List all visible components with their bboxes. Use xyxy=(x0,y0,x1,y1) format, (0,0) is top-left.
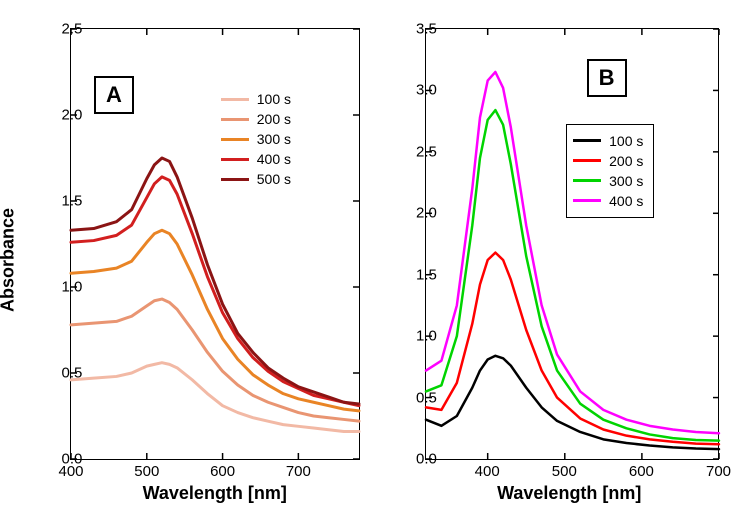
panel-a: Absorbance A 100 s 200 s 300 s 400 s 500 s 4… xyxy=(0,10,370,510)
xtick-label: 500 xyxy=(552,463,577,480)
legend-item: 400 s xyxy=(221,149,291,169)
panel-a-legend: 100 s 200 s 300 s 400 s 500 s xyxy=(221,89,291,189)
legend-swatch xyxy=(221,138,249,141)
ytick-label: 3.0 xyxy=(416,82,418,99)
legend-swatch xyxy=(221,178,249,181)
ytick-label: 0.0 xyxy=(416,451,418,468)
figure: Absorbance A 100 s 200 s 300 s 400 s 500 s 4… xyxy=(0,0,739,510)
xtick-label: 600 xyxy=(210,463,235,480)
series-curve xyxy=(426,356,719,449)
legend-swatch xyxy=(221,98,249,101)
legend-swatch xyxy=(573,159,601,162)
legend-item: 200 s xyxy=(221,109,291,129)
panel-a-xlabel: Wavelength [nm] xyxy=(143,483,287,504)
panel-b: B 100 s 200 s 300 s 400 s 400 500 600 700 0.0 0.… xyxy=(370,10,739,510)
legend-label: 300 s xyxy=(609,173,643,189)
ytick-label: 2.0 xyxy=(416,205,418,222)
ytick-label: 1.5 xyxy=(416,266,418,283)
panel-a-ylabel: Absorbance xyxy=(0,208,19,312)
legend-label: 200 s xyxy=(257,111,291,127)
ytick-label: 0.0 xyxy=(62,451,64,468)
legend-swatch xyxy=(221,158,249,161)
legend-item: 100 s xyxy=(573,131,643,151)
series-curve xyxy=(71,158,359,404)
ytick-label: 2.0 xyxy=(62,107,64,124)
xtick-label: 700 xyxy=(706,463,731,480)
legend-label: 500 s xyxy=(257,171,291,187)
ytick-label: 1.0 xyxy=(416,328,418,345)
ytick-label: 0.5 xyxy=(62,365,64,382)
xtick-label: 500 xyxy=(134,463,159,480)
legend-item: 200 s xyxy=(573,151,643,171)
panel-b-curves xyxy=(426,29,719,459)
xtick-label: 700 xyxy=(286,463,311,480)
legend-item: 500 s xyxy=(221,169,291,189)
panel-b-legend: 100 s 200 s 300 s 400 s xyxy=(566,124,654,218)
ytick-label: 3.5 xyxy=(416,21,418,38)
series-curve xyxy=(426,253,719,445)
legend-swatch xyxy=(573,179,601,182)
legend-label: 400 s xyxy=(257,151,291,167)
panel-a-letter: A xyxy=(94,76,134,114)
panel-b-xlabel: Wavelength [nm] xyxy=(497,483,641,504)
legend-swatch xyxy=(573,139,601,142)
legend-label: 100 s xyxy=(257,91,291,107)
legend-item: 300 s xyxy=(221,129,291,149)
legend-label: 200 s xyxy=(609,153,643,169)
ytick-label: 1.0 xyxy=(62,279,64,296)
legend-label: 400 s xyxy=(609,193,643,209)
legend-item: 300 s xyxy=(573,171,643,191)
ytick-label: 2.5 xyxy=(416,143,418,160)
ytick-label: 1.5 xyxy=(62,193,64,210)
panel-a-plot: A 100 s200 s300 s400 s500 s 400500600700… xyxy=(70,28,360,460)
xtick-label: 400 xyxy=(475,463,500,480)
legend-item: 400 s xyxy=(573,191,643,211)
legend-swatch xyxy=(221,118,249,121)
legend-swatch xyxy=(573,199,601,202)
legend-label: 100 s xyxy=(609,133,643,149)
xtick-label: 600 xyxy=(629,463,654,480)
panel-b-plot: B 100 s200 s300 s400 s 4005006007000.00.… xyxy=(425,28,720,460)
series-curve xyxy=(71,177,359,406)
legend-label: 300 s xyxy=(257,131,291,147)
ytick-label: 2.5 xyxy=(62,21,64,38)
ytick-label: 0.5 xyxy=(416,389,418,406)
panel-b-letter: B xyxy=(587,59,627,97)
legend-item: 100 s xyxy=(221,89,291,109)
